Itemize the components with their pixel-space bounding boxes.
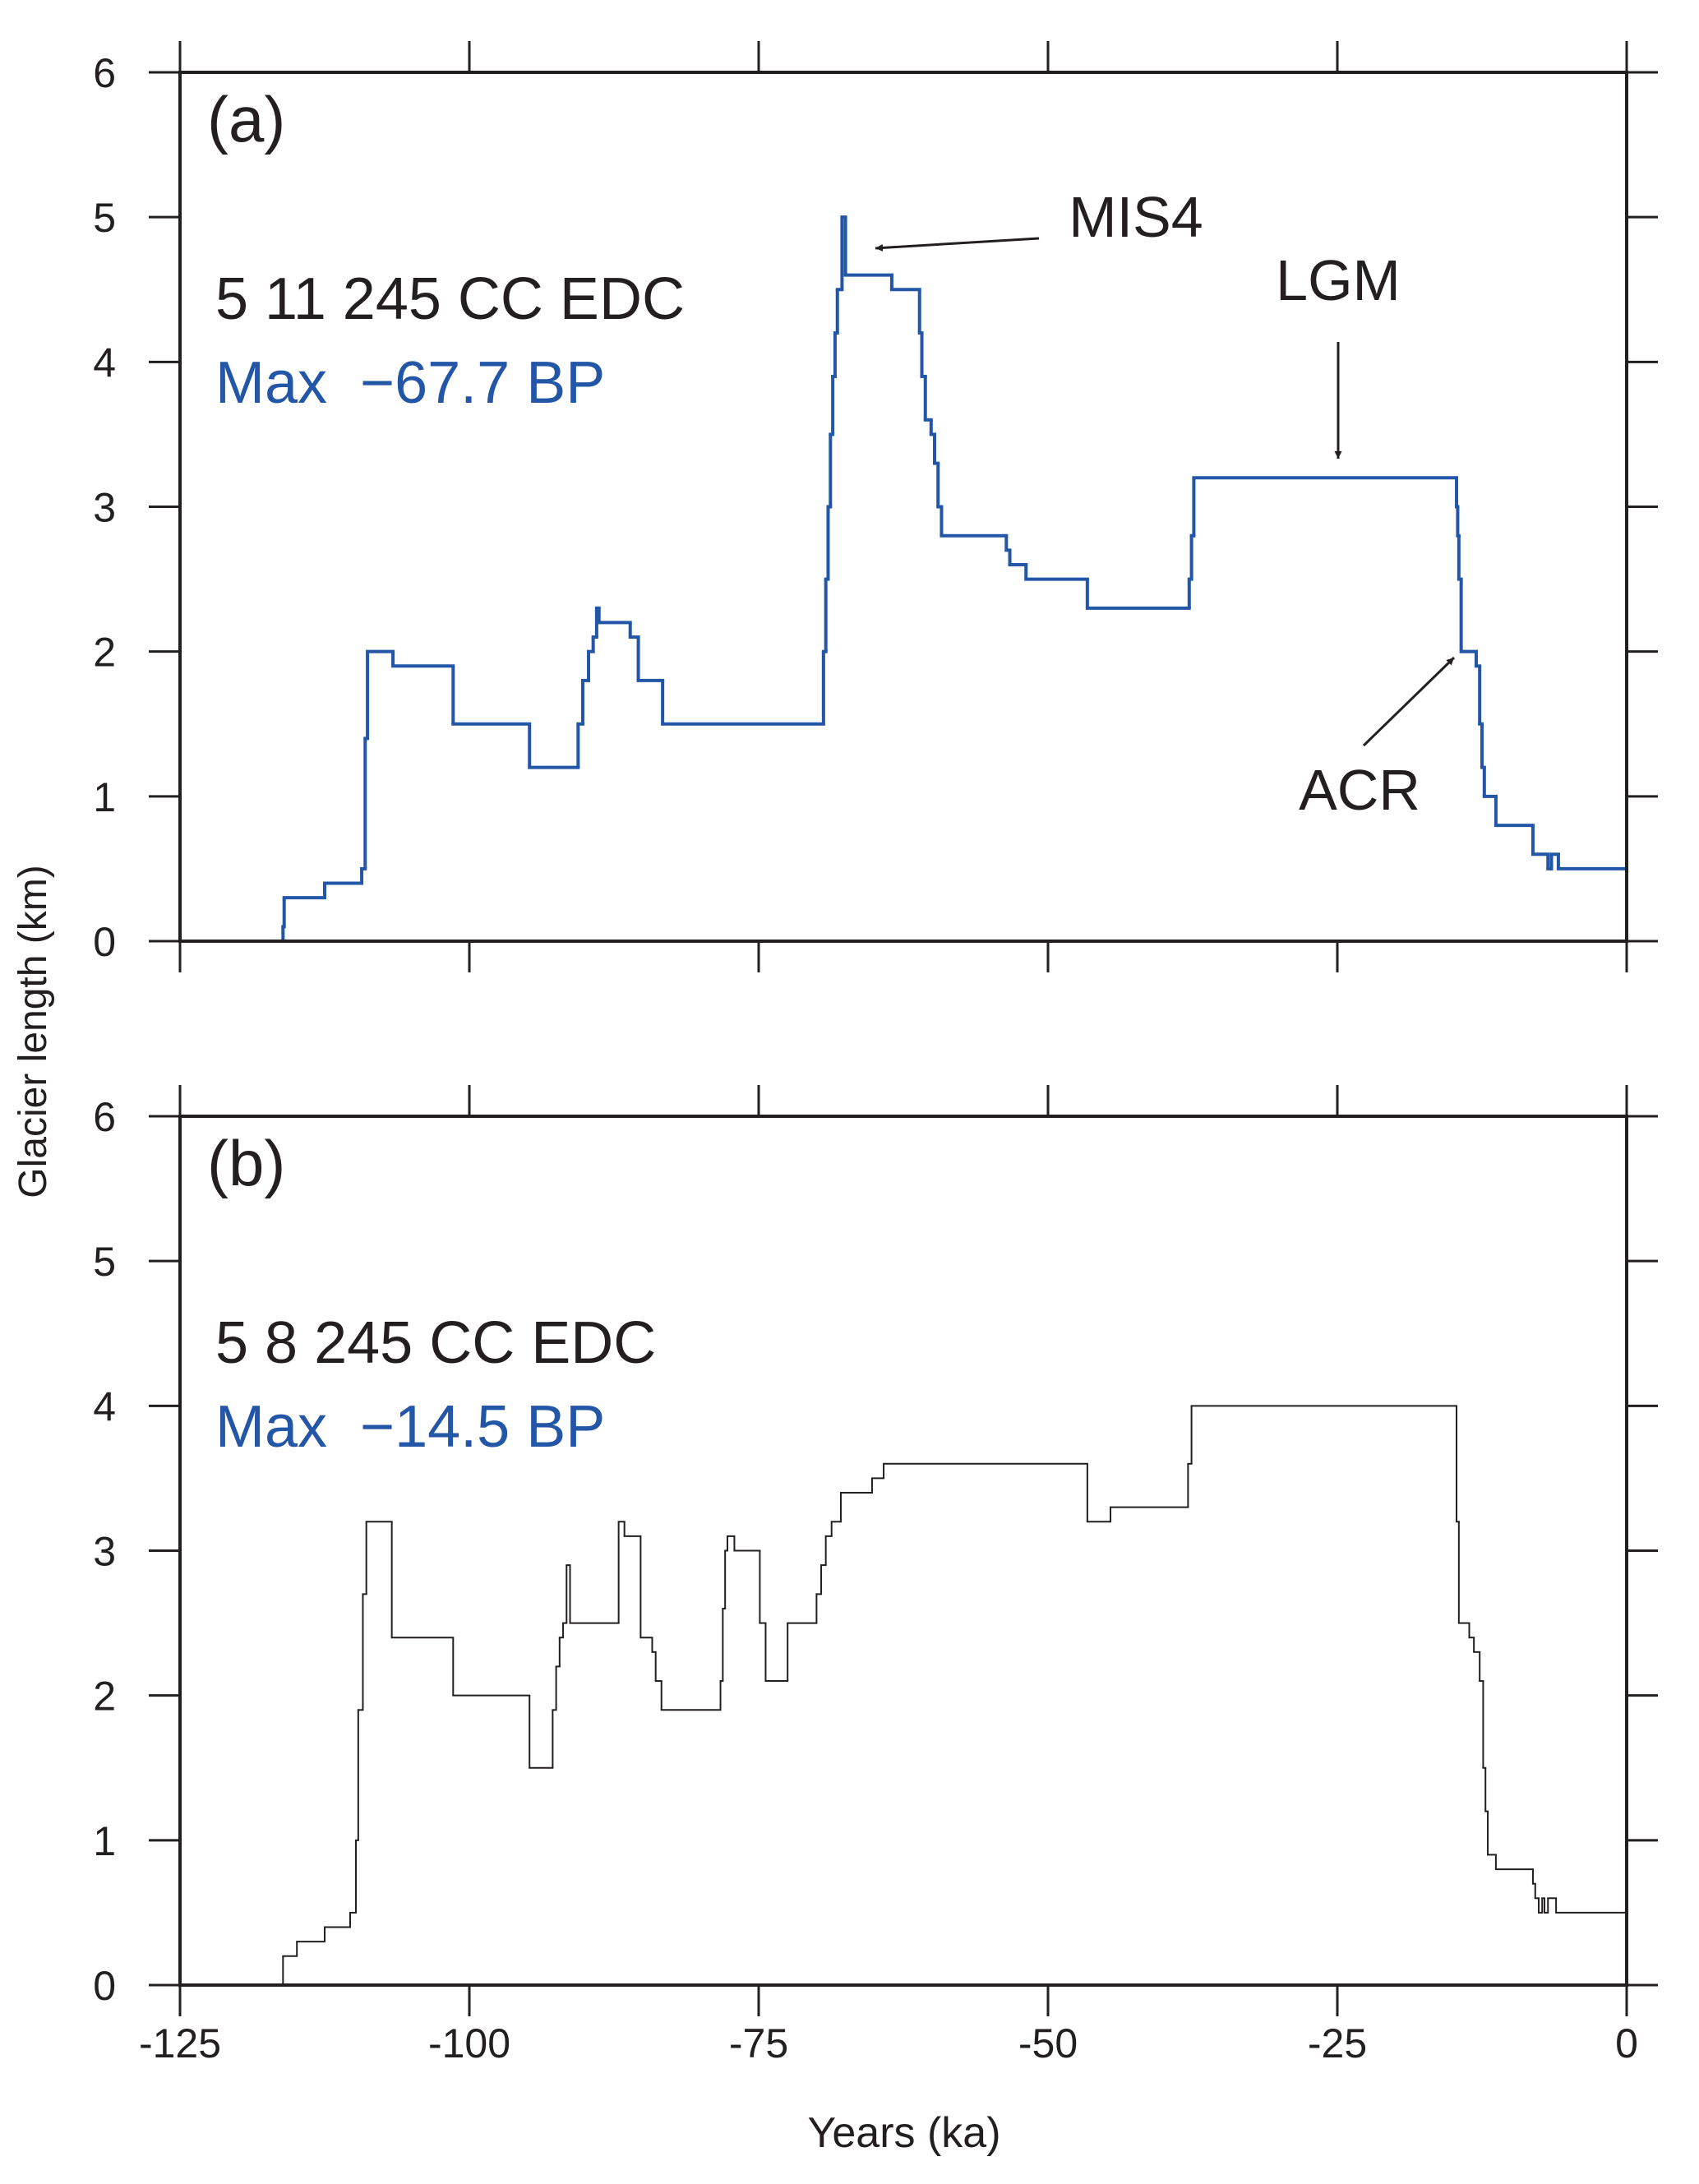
y-tick-label: 4 [93, 339, 116, 386]
plot-frame [178, 71, 1628, 943]
y-tick-label: 5 [93, 195, 116, 241]
y-axis-label: Glacier length (km) [12, 865, 55, 1198]
annotation: MIS4 [1069, 185, 1203, 249]
x-axis-label: Years (ka) [807, 2109, 1000, 2157]
annotation-arrow [1362, 656, 1456, 747]
annotation-arrow [875, 237, 1040, 252]
y-tick-label: 6 [93, 1094, 116, 1140]
run-label: 5 11 245 CC EDC [215, 266, 685, 332]
panel-label: (a) [207, 83, 285, 155]
plot-frame [178, 1115, 1628, 1987]
y-tick-label: 0 [93, 1963, 116, 2009]
y-tick-label: 2 [93, 630, 116, 676]
y-tick-label: 3 [93, 485, 116, 531]
run-label: 5 8 245 CC EDC [215, 1310, 656, 1376]
y-tick-label: 0 [93, 919, 116, 965]
y-tick-label: 4 [93, 1383, 116, 1429]
x-tick-label: 0 [1615, 2020, 1638, 2066]
panel-label: (b) [207, 1127, 285, 1199]
x-tick-label: -75 [729, 2020, 788, 2066]
y-tick-label: 1 [93, 774, 116, 820]
x-tick-label: -100 [428, 2020, 510, 2066]
x-tick-label: -50 [1018, 2020, 1078, 2066]
annotation: LGM [1276, 248, 1401, 312]
y-tick-label: 1 [93, 1818, 116, 1864]
y-tick-label: 6 [93, 50, 116, 96]
y-tick-label: 3 [93, 1529, 116, 1575]
y-tick-label: 2 [93, 1674, 116, 1720]
y-tick-label: 5 [93, 1239, 116, 1285]
max-label: Max −14.5 BP [215, 1394, 605, 1460]
x-tick-label: -125 [139, 2020, 221, 2066]
x-tick-label: -25 [1308, 2020, 1367, 2066]
max-label: Max −67.7 BP [215, 350, 605, 416]
annotation: ACR [1299, 758, 1420, 822]
